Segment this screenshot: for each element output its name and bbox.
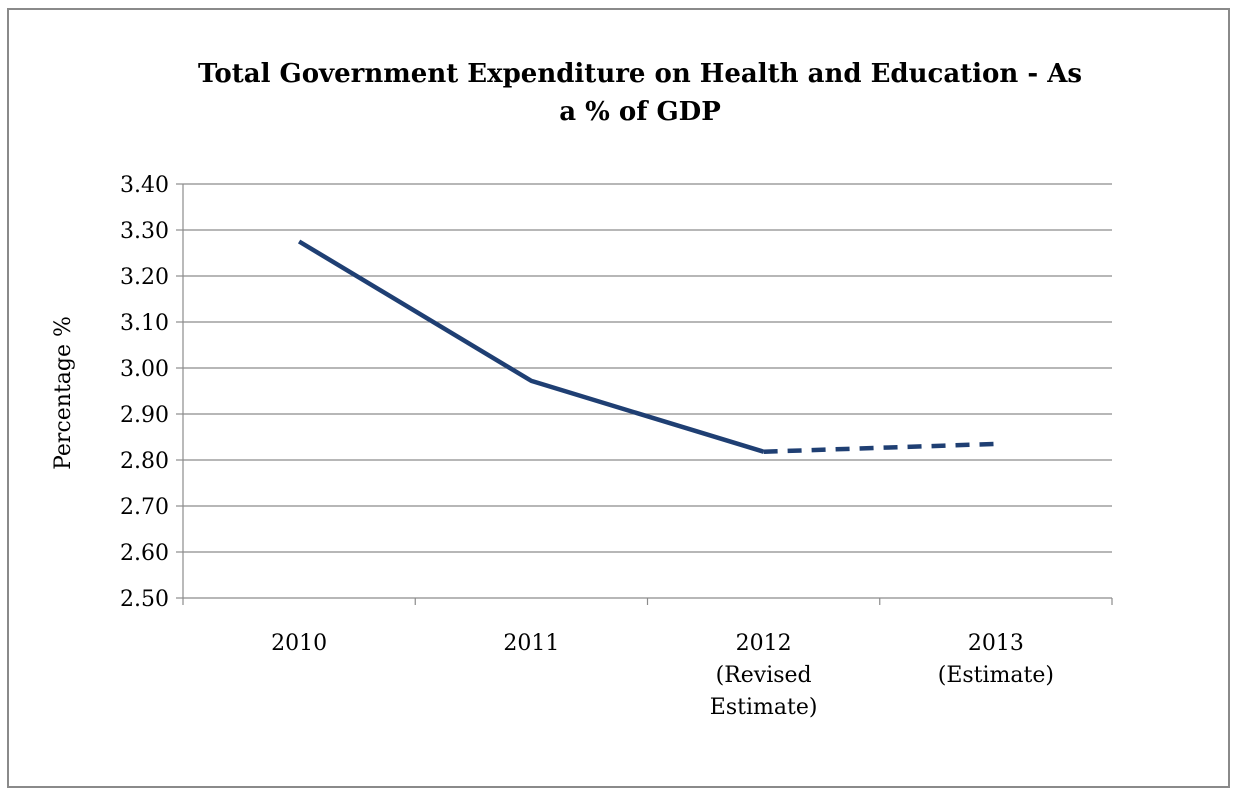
x-tick-label: 2010	[271, 631, 327, 656]
grid-lines	[183, 183, 1112, 553]
chart-title-line-1: Total Government Expenditure on Health a…	[198, 59, 1082, 89]
axes	[176, 183, 1113, 605]
chart-frame	[7, 8, 1230, 788]
x-tick-label: 2013 (Estimate)	[938, 631, 1054, 688]
y-tick-label: 2.80	[120, 449, 169, 474]
x-tick-label: 2012 (Revised Estimate)	[710, 631, 818, 720]
chart-title: Total Government Expenditure on Health a…	[170, 55, 1110, 131]
chart-title-line-2: a % of GDP	[559, 97, 721, 127]
y-tick-label: 3.20	[120, 265, 169, 290]
y-tick-label: 3.10	[120, 311, 169, 336]
y-tick-label: 3.30	[120, 219, 169, 244]
y-tick-label: 3.40	[120, 173, 169, 198]
y-tick-label: 2.70	[120, 495, 169, 520]
y-tick-label: 2.50	[120, 587, 169, 612]
line-chart: 2.50 2.60 2.70 2.80 2.90 3.00 3.10 3.20 3.30 3.40…	[51, 173, 1113, 720]
series-lines	[297, 239, 996, 454]
x-tick-label: 2011	[503, 631, 559, 656]
y-tick-label: 2.90	[120, 403, 169, 428]
y-tick-label: 3.00	[120, 357, 169, 382]
y-tick-label: 2.60	[120, 541, 169, 566]
x-tick-labels: 2010 2011 2012 (Revised Estimate) 2013 (Estima…	[271, 631, 1054, 720]
series-line-solid	[297, 239, 765, 454]
series-line-dashed	[763, 441, 996, 454]
y-tick-labels: 2.50 2.60 2.70 2.80 2.90 3.00 3.10 3.20 3.30 3.40	[120, 173, 169, 612]
y-axis-label: Percentage %	[51, 316, 76, 470]
